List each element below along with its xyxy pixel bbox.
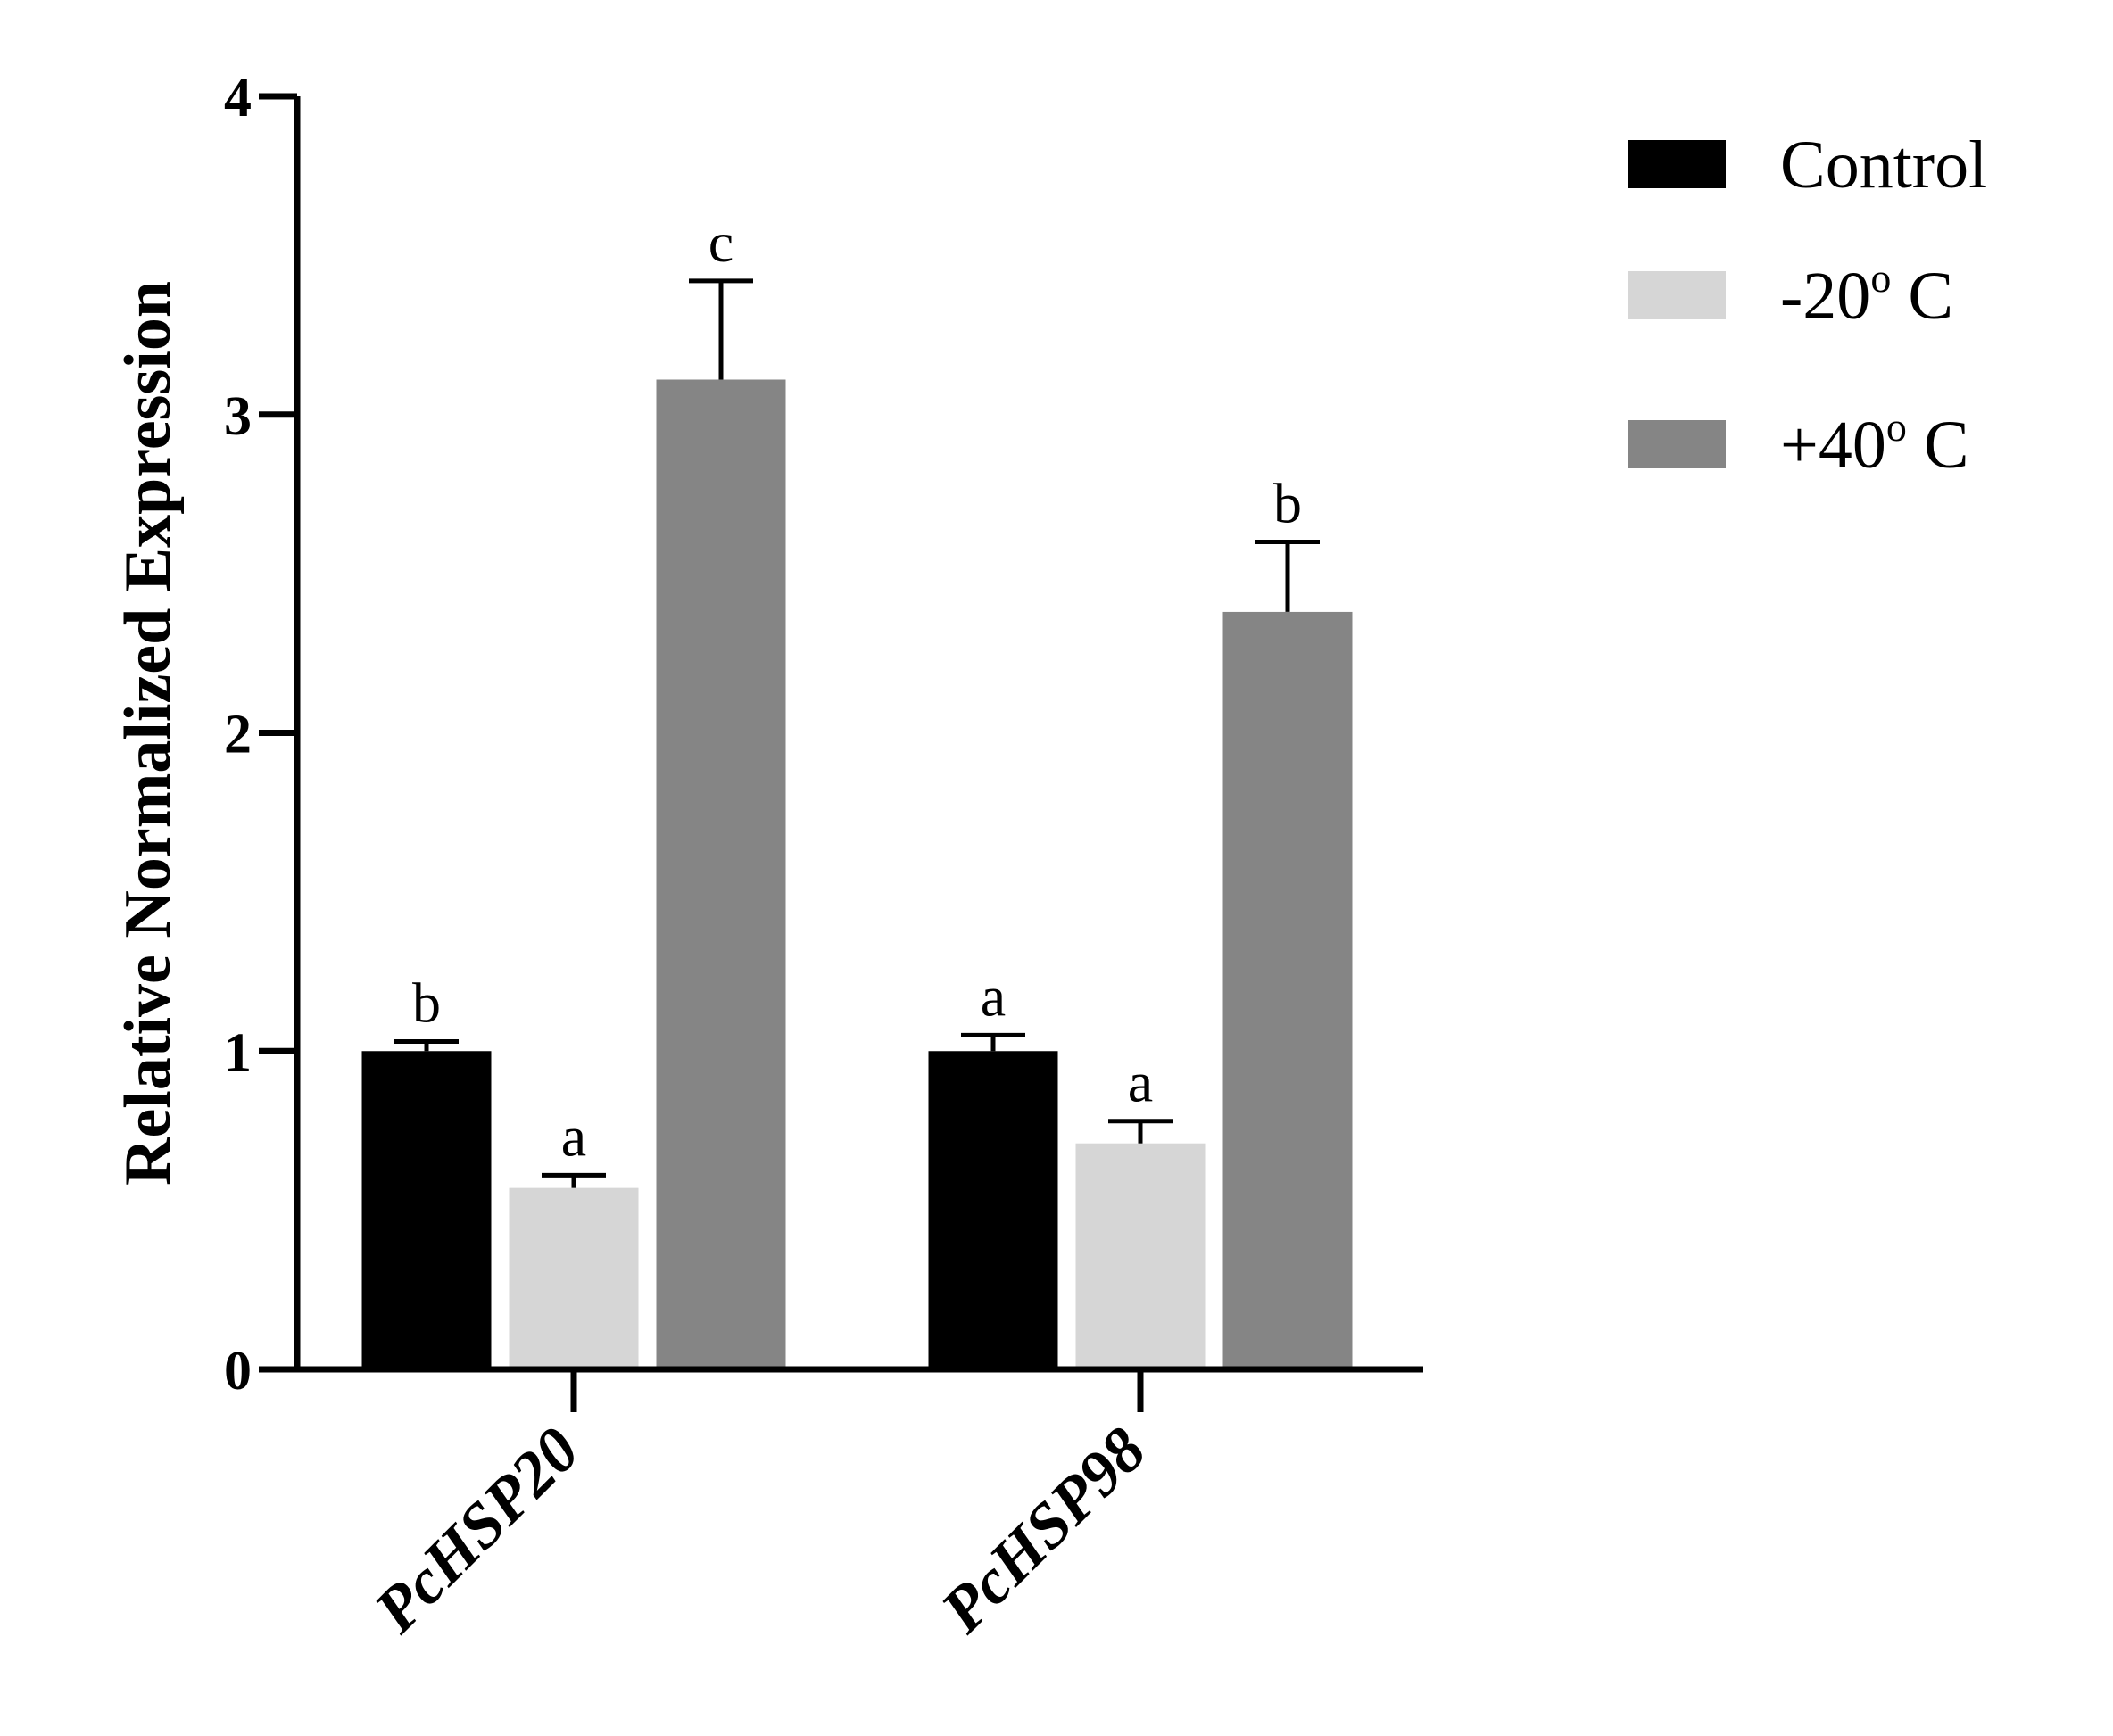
y-tick-label: 0 bbox=[224, 1341, 252, 1401]
significance-letter: a bbox=[1128, 1051, 1153, 1114]
legend-label-superscript: o bbox=[1886, 404, 1907, 450]
legend-label: -20o C bbox=[1780, 255, 1953, 334]
legend-swatch bbox=[1628, 271, 1726, 319]
x-tick-label: PcHSP98 bbox=[926, 1414, 1159, 1647]
bar-control-pchsp98 bbox=[928, 1051, 1058, 1369]
significance-letter: a bbox=[981, 964, 1006, 1028]
legend-swatch bbox=[1628, 140, 1726, 188]
legend-swatch bbox=[1628, 420, 1726, 468]
legend-label-main: Control bbox=[1780, 128, 1987, 203]
significance-labels: b a a a c b bbox=[412, 211, 1302, 1168]
legend-label-superscript: o bbox=[1870, 255, 1891, 301]
significance-letter: b bbox=[1273, 471, 1302, 534]
y-tick-label: 3 bbox=[224, 386, 252, 447]
bar-40-pchsp98 bbox=[1222, 611, 1353, 1369]
significance-letter: a bbox=[561, 1104, 586, 1168]
y-axis-title: Relative Normalized Expression bbox=[112, 281, 185, 1186]
significance-letter: b bbox=[412, 971, 441, 1035]
y-tick-label: 1 bbox=[224, 1022, 252, 1083]
x-ticks: PcHSP20 PcHSP98 bbox=[360, 1369, 1159, 1647]
significance-letter: c bbox=[708, 211, 733, 274]
bar-20-pchsp20 bbox=[509, 1187, 639, 1369]
legend-label: Control bbox=[1780, 128, 1987, 203]
legend: Control-20o C+40o C bbox=[1628, 128, 1987, 483]
y-tick-label: 2 bbox=[224, 705, 252, 765]
y-tick-label: 4 bbox=[224, 68, 252, 128]
bar-control-pchsp20 bbox=[361, 1051, 492, 1369]
legend-label-unit: C bbox=[1907, 408, 1969, 483]
legend-label-unit: C bbox=[1891, 259, 1953, 334]
bars-layer bbox=[361, 278, 1353, 1369]
bar-20-pchsp98 bbox=[1075, 1143, 1206, 1369]
legend-label-main: -20 bbox=[1780, 259, 1870, 334]
bar-40-pchsp20 bbox=[656, 379, 786, 1369]
legend-label-main: +40 bbox=[1780, 408, 1886, 483]
y-ticks: 0 1 2 3 4 bbox=[224, 68, 297, 1401]
x-tick-label: PcHSP20 bbox=[360, 1414, 592, 1647]
legend-label: +40o C bbox=[1780, 404, 1969, 483]
